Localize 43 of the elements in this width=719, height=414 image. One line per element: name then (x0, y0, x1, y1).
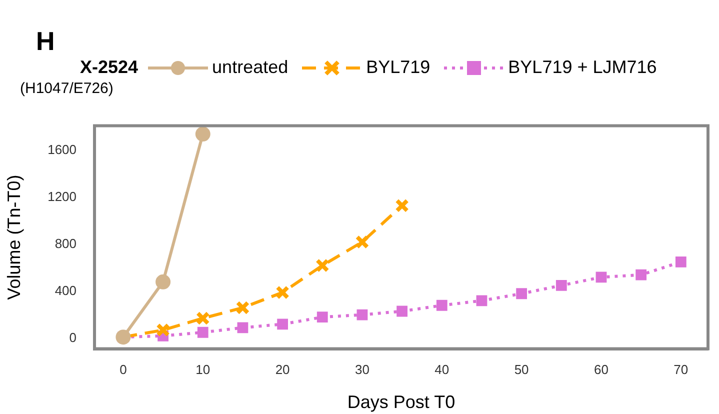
y-tick-label: 1600 (48, 142, 77, 158)
point (636, 269, 647, 280)
point (236, 300, 250, 315)
y-tick-label: 800 (54, 236, 77, 251)
point (675, 256, 686, 268)
point (395, 198, 410, 213)
point (356, 309, 368, 320)
point (355, 235, 370, 249)
text: H (36, 26, 55, 57)
point (476, 295, 488, 306)
y-tick-label: 1200 (48, 188, 77, 204)
x-tick-label: 10 (196, 362, 210, 378)
legend-title: X-2524 (80, 57, 138, 78)
y-axis-title: Volume (Tn-T0) (4, 174, 24, 300)
point (277, 318, 288, 330)
x-tick-label: 30 (354, 362, 370, 378)
x-tick-label: 70 (674, 362, 688, 378)
point (237, 322, 248, 334)
legend-label: BYL719 (366, 57, 430, 78)
x-tick-label: 50 (514, 362, 529, 378)
point (596, 272, 607, 283)
point (396, 306, 408, 317)
point (197, 326, 208, 338)
legend-label: BYL719 + LJM716 (508, 57, 657, 78)
x-tick-label: 40 (434, 362, 450, 378)
x-tick-label: 20 (275, 362, 290, 378)
point (436, 300, 448, 311)
point (156, 323, 170, 337)
point (195, 126, 210, 142)
point (556, 280, 567, 291)
y-tick-label: 400 (54, 282, 77, 298)
point (156, 274, 171, 290)
legend-label: untreated (212, 57, 288, 78)
text: (H1047/E726) (20, 80, 114, 97)
x-tick-label: 60 (594, 362, 608, 378)
point (196, 311, 210, 326)
x-axis-title: Days Post T0 (347, 392, 456, 412)
point (516, 288, 528, 300)
point (276, 286, 290, 300)
point (316, 312, 328, 323)
x-tick-label: 0 (120, 362, 127, 378)
point (315, 258, 330, 272)
y-tick-label: 0 (69, 330, 77, 345)
